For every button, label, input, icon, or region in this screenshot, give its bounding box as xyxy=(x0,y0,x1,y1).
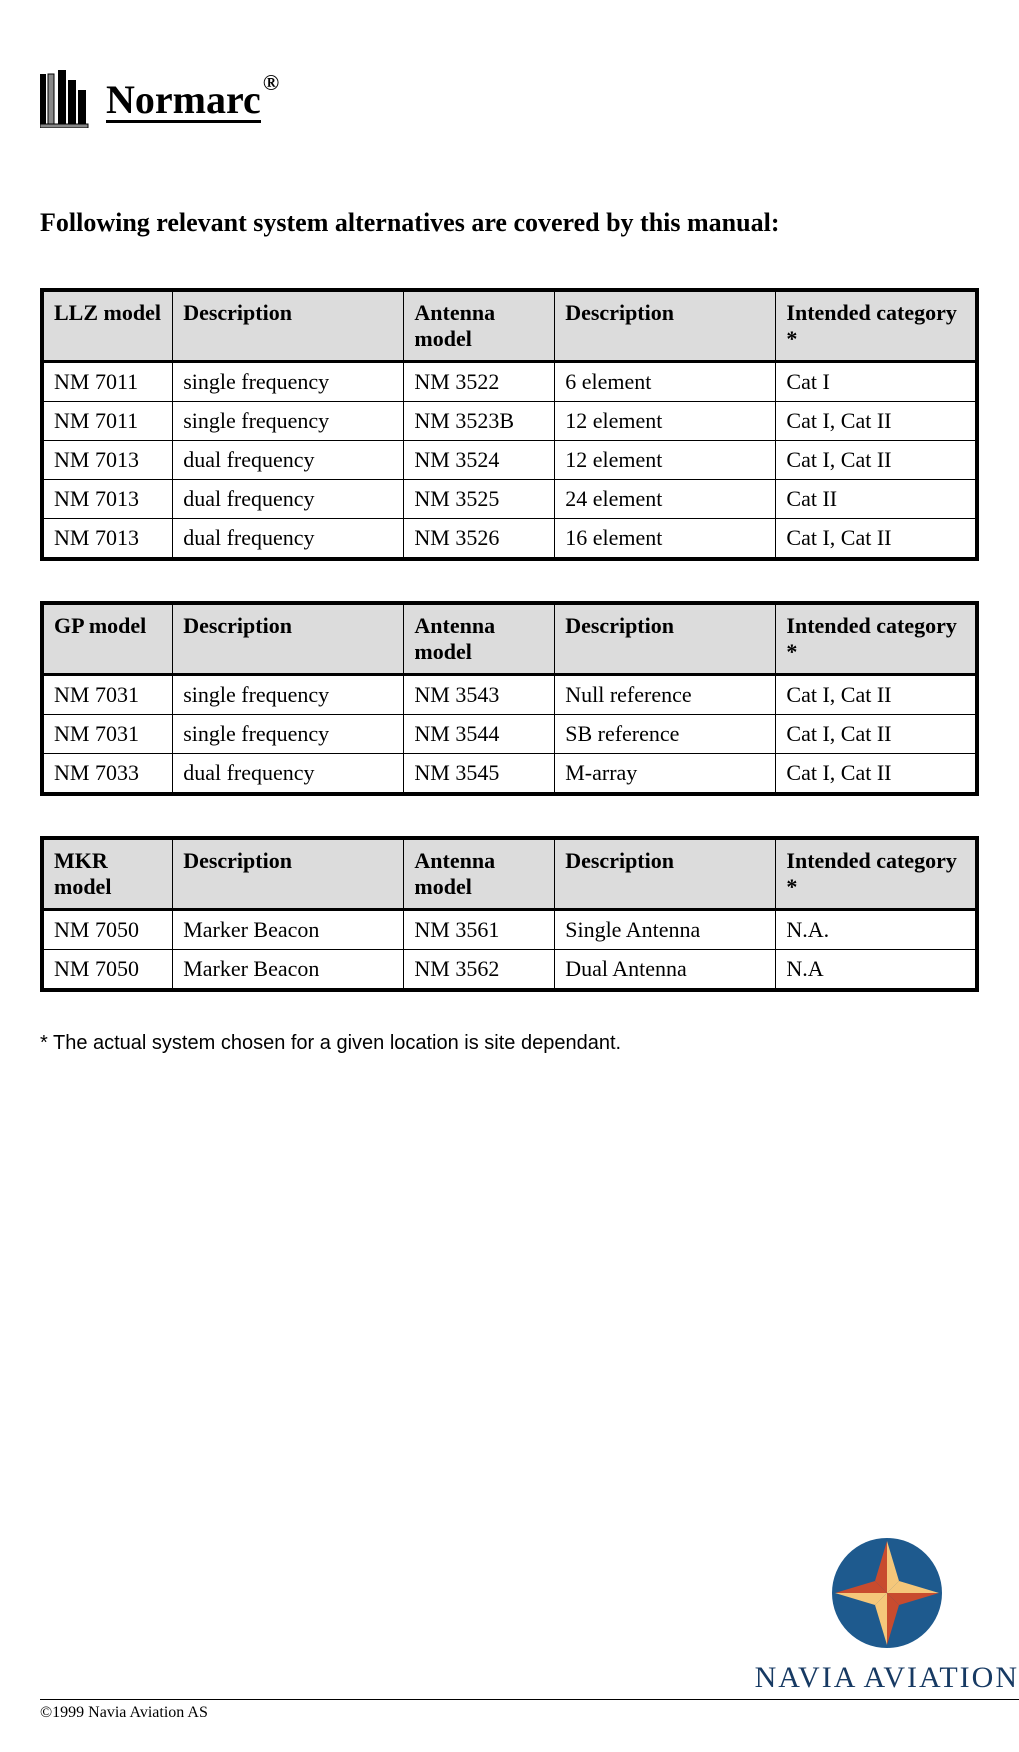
table-cell: NM 3524 xyxy=(404,441,555,480)
table-header-cell: Description xyxy=(173,603,404,675)
table-cell: Null reference xyxy=(555,675,776,715)
table-cell: NM 7013 xyxy=(42,519,173,560)
table-cell: single frequency xyxy=(173,402,404,441)
table-header-cell: Antenna model xyxy=(404,838,555,910)
table-header-row: LLZ modelDescriptionAntenna modelDescrip… xyxy=(42,290,977,362)
navia-logo-icon xyxy=(827,1533,947,1653)
table-header-cell: GP model xyxy=(42,603,173,675)
table-row: NM 7011single frequencyNM 3523B12 elemen… xyxy=(42,402,977,441)
table-cell: SB reference xyxy=(555,715,776,754)
table-row: NM 7013dual frequencyNM 352616 elementCa… xyxy=(42,519,977,560)
table-cell: Cat I, Cat II xyxy=(776,715,977,754)
table-header-cell: Description xyxy=(555,838,776,910)
table-cell: 16 element xyxy=(555,519,776,560)
footnote: * The actual system chosen for a given l… xyxy=(40,1032,979,1055)
table-cell: 12 element xyxy=(555,441,776,480)
table-cell: NM 3544 xyxy=(404,715,555,754)
table-cell: M-array xyxy=(555,754,776,795)
table-cell: Cat I, Cat II xyxy=(776,402,977,441)
table-cell: NM 7031 xyxy=(42,715,173,754)
table-cell: NM 3522 xyxy=(404,362,555,402)
table-header-cell: Antenna model xyxy=(404,603,555,675)
table-header-cell: MKR model xyxy=(42,838,173,910)
table-cell: NM 3526 xyxy=(404,519,555,560)
table-header-cell: Description xyxy=(555,603,776,675)
intro-heading: Following relevant system alternatives a… xyxy=(40,208,979,238)
table-row: NM 7050Marker BeaconNM 3562Dual AntennaN… xyxy=(42,950,977,991)
table-cell: Cat I xyxy=(776,362,977,402)
table-cell: NM 3545 xyxy=(404,754,555,795)
table-row: NM 7013dual frequencyNM 352524 elementCa… xyxy=(42,480,977,519)
footer-company: NAVIA AVIATION xyxy=(755,1661,1019,1695)
table-cell: NM 7050 xyxy=(42,950,173,991)
table-header-cell: Description xyxy=(173,838,404,910)
table-cell: N.A xyxy=(776,950,977,991)
footer-logo-wrap: NAVIA AVIATION xyxy=(40,1533,1019,1695)
table-cell: NM 3523B xyxy=(404,402,555,441)
table-header-cell: Description xyxy=(555,290,776,362)
table-cell: single frequency xyxy=(173,715,404,754)
table-header-cell: Antenna model xyxy=(404,290,555,362)
table-cell: NM 3543 xyxy=(404,675,555,715)
navia-logo: NAVIA AVIATION xyxy=(755,1533,1019,1695)
table-cell: Dual Antenna xyxy=(555,950,776,991)
footer: NAVIA AVIATION ©1999 Navia Aviation AS xyxy=(40,1533,1019,1722)
table-cell: single frequency xyxy=(173,675,404,715)
table-row: NM 7011single frequencyNM 35226 elementC… xyxy=(42,362,977,402)
table-cell: Cat I, Cat II xyxy=(776,675,977,715)
table-cell: 24 element xyxy=(555,480,776,519)
table-cell: Marker Beacon xyxy=(173,950,404,991)
table-header-cell: Intended category * xyxy=(776,290,977,362)
table-cell: NM 7031 xyxy=(42,675,173,715)
table-cell: 6 element xyxy=(555,362,776,402)
table-header-cell: Intended category * xyxy=(776,838,977,910)
data-table-0: LLZ modelDescriptionAntenna modelDescrip… xyxy=(40,288,979,561)
table-row: NM 7013dual frequencyNM 352412 elementCa… xyxy=(42,441,977,480)
footer-rule xyxy=(40,1699,1019,1700)
table-cell: dual frequency xyxy=(173,441,404,480)
table-cell: NM 7013 xyxy=(42,480,173,519)
table-cell: NM 3525 xyxy=(404,480,555,519)
table-header-cell: Intended category * xyxy=(776,603,977,675)
table-row: NM 7033dual frequencyNM 3545M-arrayCat I… xyxy=(42,754,977,795)
copyright: ©1999 Navia Aviation AS xyxy=(40,1704,1019,1722)
table-header-cell: Description xyxy=(173,290,404,362)
table-cell: single frequency xyxy=(173,362,404,402)
table-header-row: GP modelDescriptionAntenna modelDescript… xyxy=(42,603,977,675)
table-row: NM 7031single frequencyNM 3544SB referen… xyxy=(42,715,977,754)
table-cell: Cat I, Cat II xyxy=(776,519,977,560)
table-cell: NM 3562 xyxy=(404,950,555,991)
table-cell: NM 7050 xyxy=(42,910,173,950)
tables-container: LLZ modelDescriptionAntenna modelDescrip… xyxy=(40,288,979,992)
table-cell: 12 element xyxy=(555,402,776,441)
table-cell: NM 7033 xyxy=(42,754,173,795)
data-table-1: GP modelDescriptionAntenna modelDescript… xyxy=(40,601,979,796)
table-row: NM 7031single frequencyNM 3543Null refer… xyxy=(42,675,977,715)
table-cell: Marker Beacon xyxy=(173,910,404,950)
header-logo: Normarc ® xyxy=(40,70,979,128)
table-cell: Cat II xyxy=(776,480,977,519)
table-cell: NM 7011 xyxy=(42,402,173,441)
brand-name: Normarc xyxy=(106,80,261,123)
table-cell: Cat I, Cat II xyxy=(776,441,977,480)
data-table-2: MKR modelDescriptionAntenna modelDescrip… xyxy=(40,836,979,992)
table-cell: NM 7011 xyxy=(42,362,173,402)
table-cell: NM 7013 xyxy=(42,441,173,480)
table-cell: Cat I, Cat II xyxy=(776,754,977,795)
table-cell: dual frequency xyxy=(173,754,404,795)
registered-mark: ® xyxy=(263,70,279,96)
page: Normarc ® Following relevant system alte… xyxy=(0,0,1019,1752)
table-cell: dual frequency xyxy=(173,480,404,519)
table-cell: N.A. xyxy=(776,910,977,950)
normarc-logo-icon xyxy=(40,70,100,128)
table-cell: dual frequency xyxy=(173,519,404,560)
table-cell: NM 3561 xyxy=(404,910,555,950)
table-header-row: MKR modelDescriptionAntenna modelDescrip… xyxy=(42,838,977,910)
table-row: NM 7050Marker BeaconNM 3561Single Antenn… xyxy=(42,910,977,950)
table-header-cell: LLZ model xyxy=(42,290,173,362)
table-cell: Single Antenna xyxy=(555,910,776,950)
